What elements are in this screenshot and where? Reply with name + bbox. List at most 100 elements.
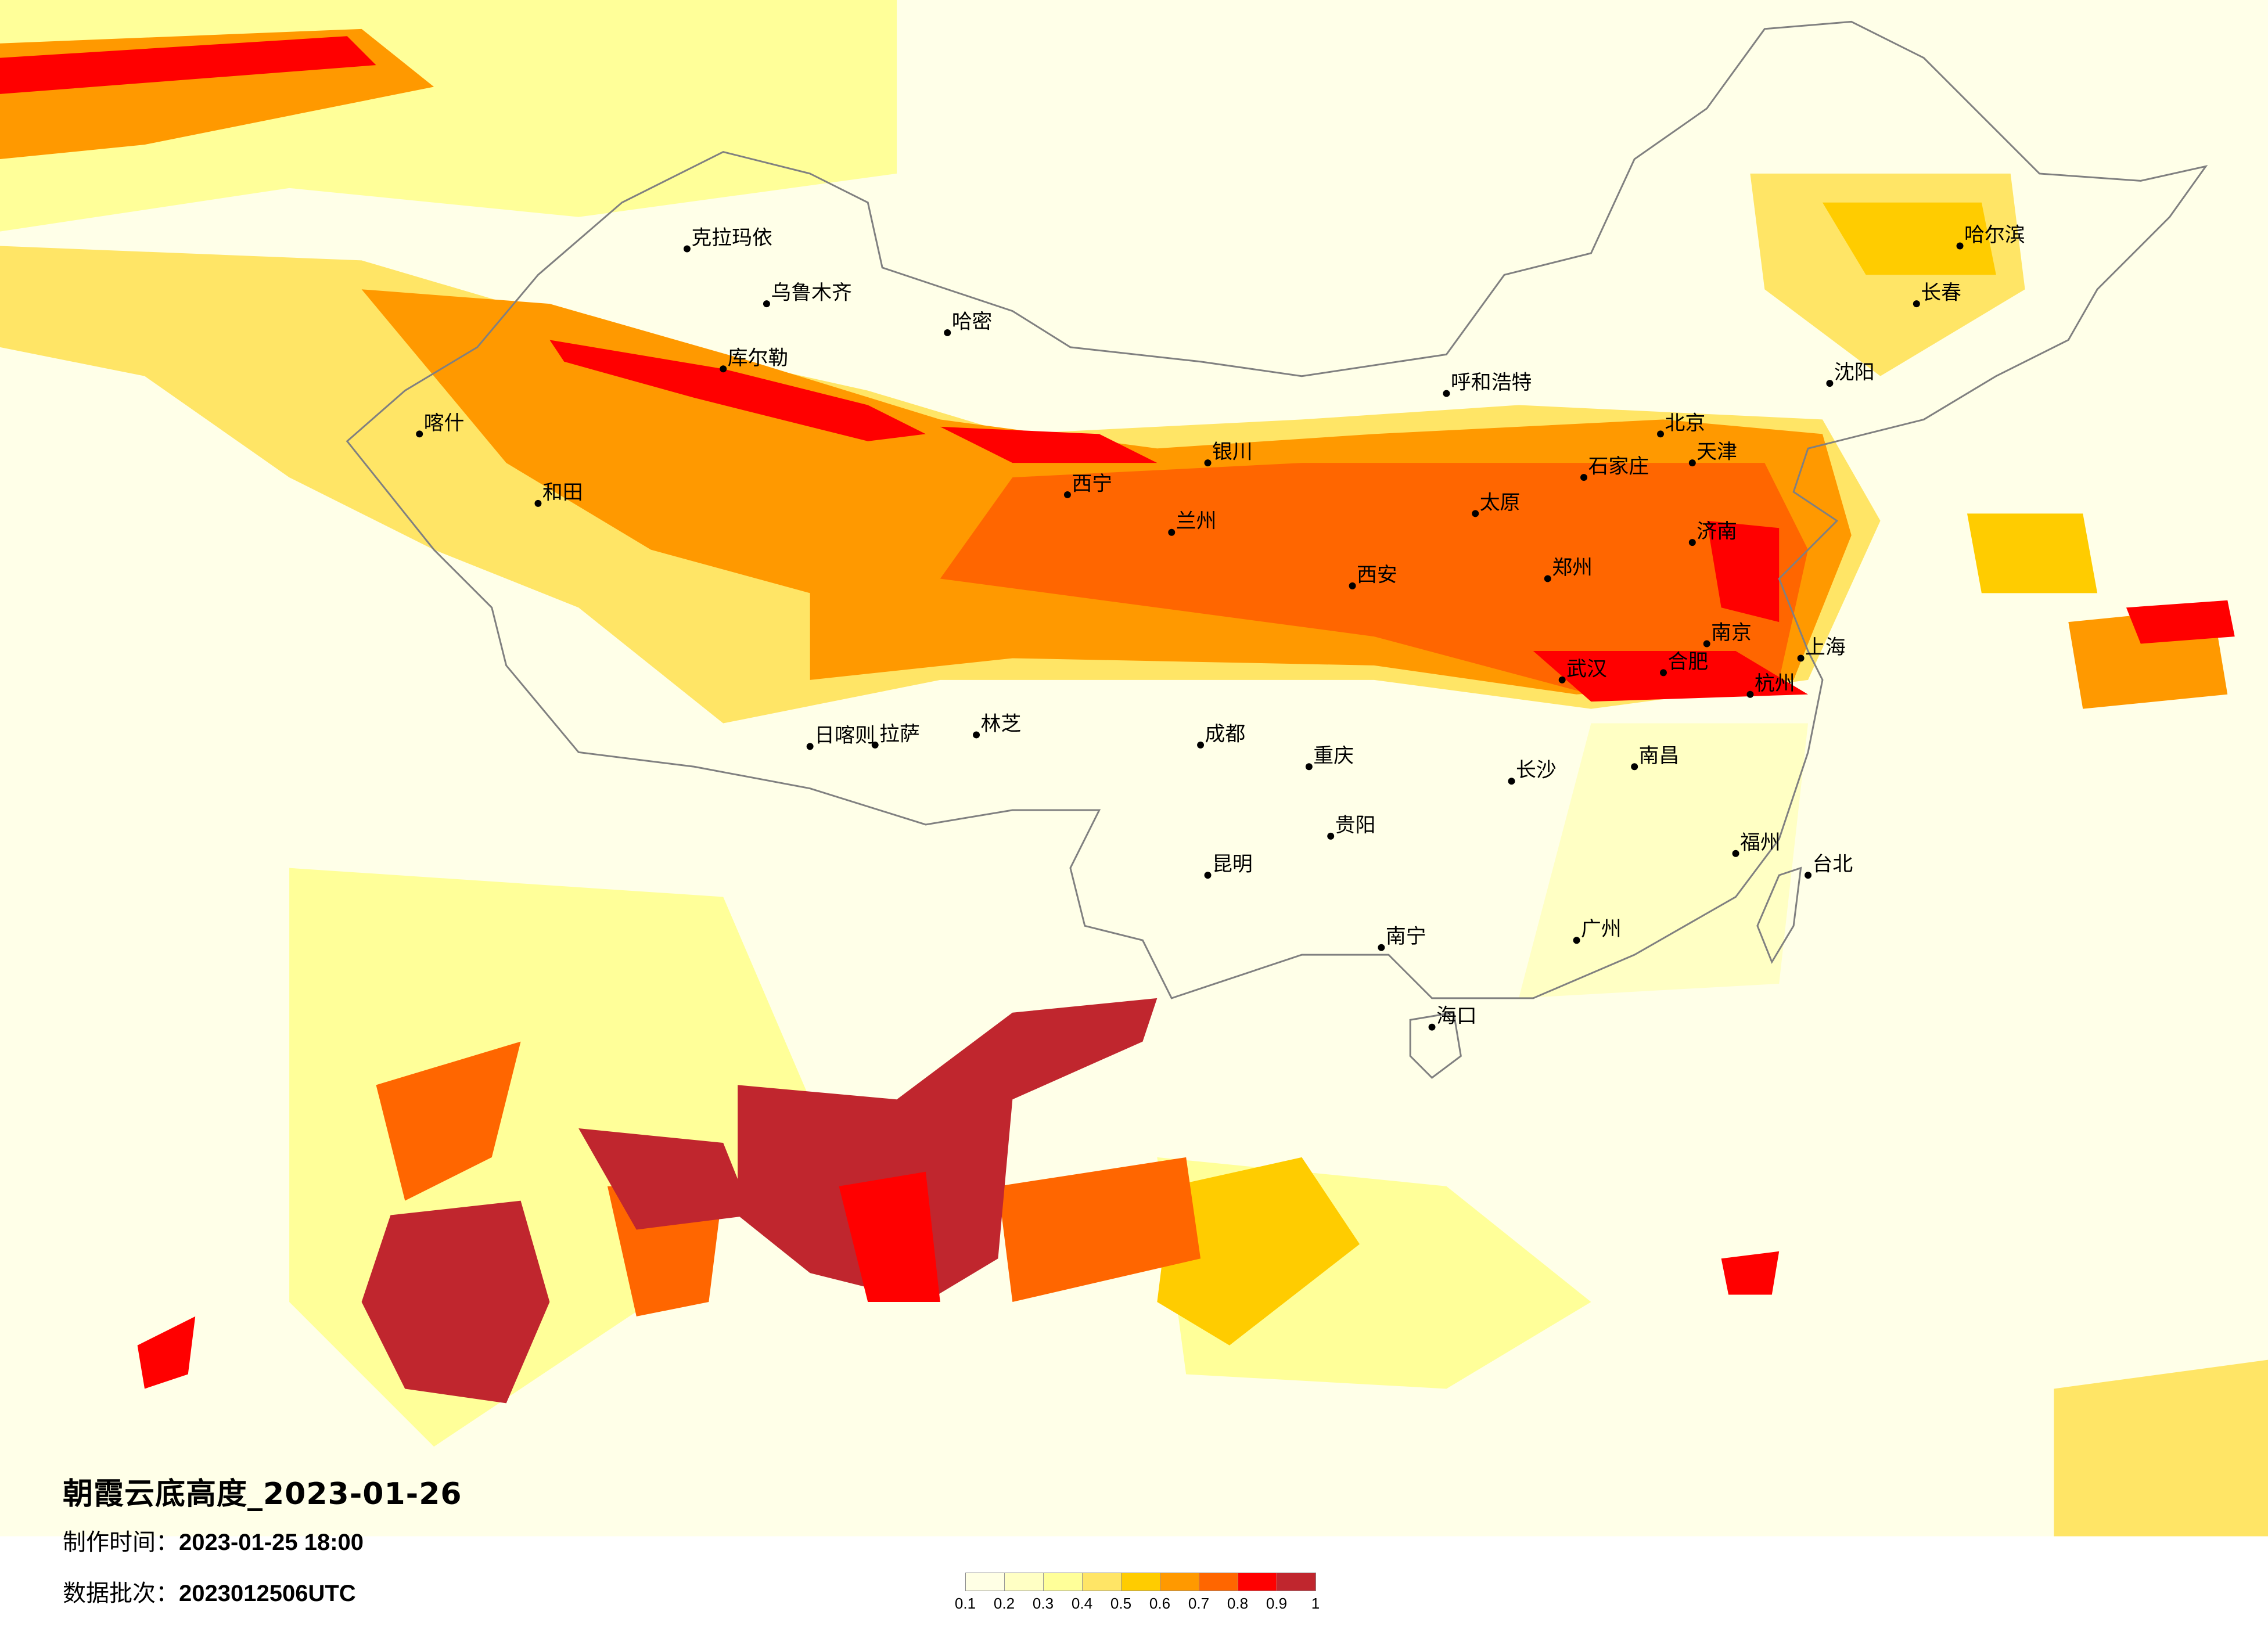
city-marker: 贵阳 [1327, 814, 1376, 840]
city-marker: 库尔勒 [720, 347, 788, 373]
probability-region [738, 998, 1158, 1302]
legend-swatch [1199, 1573, 1238, 1591]
city-dot [1472, 510, 1479, 517]
city-marker: 海口 [1428, 1005, 1477, 1031]
city-label: 郑州 [1552, 556, 1593, 580]
city-label: 长沙 [1516, 759, 1557, 782]
probability-region [1706, 520, 1780, 623]
city-marker: 福州 [1732, 831, 1781, 857]
city-dot [1688, 539, 1696, 546]
city-dot [944, 329, 951, 336]
city-marker: 南昌 [1631, 744, 1679, 771]
city-dot [1746, 690, 1754, 698]
legend-label: 0.6 [1149, 1595, 1171, 1612]
city-label: 林芝 [981, 713, 1022, 736]
probability-region [2126, 600, 2235, 644]
color-legend: 0.1 0.2 0.3 0.4 0.5 0.6 0.7 0.8 0.9 1 [955, 1573, 1320, 1618]
probability-region [2054, 1359, 2268, 1537]
city-marker: 济南 [1688, 520, 1737, 546]
city-dot [1204, 872, 1212, 879]
legend-label: 0.8 [1227, 1595, 1249, 1612]
legend-label: 0.2 [993, 1595, 1015, 1612]
legend-swatch [1122, 1573, 1160, 1591]
legend-swatch [1083, 1573, 1122, 1591]
probability-region [1721, 1251, 1780, 1295]
city-label: 杭州 [1755, 672, 1795, 695]
city-marker: 克拉玛依 [683, 226, 772, 253]
legend-label: 1 [1311, 1595, 1320, 1612]
legend-swatch [1238, 1573, 1277, 1591]
legend-color-bar [965, 1573, 1316, 1591]
probability-region [549, 340, 926, 441]
city-marker: 上海 [1797, 636, 1846, 662]
city-label: 海口 [1436, 1005, 1477, 1028]
probability-region [940, 463, 1809, 695]
legend-swatch [1005, 1573, 1044, 1591]
city-label: 西安 [1357, 563, 1397, 587]
legend-label: 0.7 [1188, 1595, 1210, 1612]
city-label: 天津 [1696, 441, 1737, 464]
city-dot [973, 731, 980, 739]
city-label: 喀什 [424, 412, 465, 435]
legend-label: 0.9 [1266, 1595, 1288, 1612]
legend-label: 0.1 [954, 1595, 976, 1612]
city-dot [1631, 763, 1638, 771]
city-label: 克拉玛依 [691, 226, 772, 250]
city-dot [1558, 676, 1566, 684]
city-label: 和田 [542, 481, 583, 504]
city-marker: 武汉 [1558, 657, 1607, 684]
city-marker: 成都 [1197, 722, 1245, 749]
legend-swatch [966, 1573, 1005, 1591]
probability-region [361, 1200, 550, 1404]
city-marker: 重庆 [1305, 744, 1354, 771]
city-marker: 乌鲁木齐 [763, 282, 852, 308]
city-dot [1508, 778, 1515, 785]
taiwan-boundary [1756, 866, 1802, 964]
city-dot [1443, 390, 1450, 397]
city-dot [720, 365, 727, 373]
city-marker: 西宁 [1063, 472, 1112, 498]
city-marker: 长沙 [1508, 759, 1557, 785]
map-title: 朝霞云底高度_2023-01-26 [63, 1477, 462, 1512]
city-marker: 台北 [1805, 853, 1853, 879]
production-time: 制作时间：2023-01-25 18:00 [63, 1523, 462, 1557]
probability-region [1533, 650, 1809, 702]
city-dot [1580, 474, 1588, 481]
city-marker: 兰州 [1168, 510, 1216, 536]
city-marker: 天津 [1688, 441, 1737, 467]
city-dot [1349, 582, 1356, 589]
city-label: 长春 [1921, 282, 1961, 305]
city-marker: 长春 [1913, 282, 1961, 308]
city-label: 南京 [1711, 621, 1752, 645]
city-dot [1688, 459, 1696, 467]
city-dot [1660, 669, 1667, 677]
city-label: 北京 [1665, 412, 1705, 435]
city-label: 银川 [1212, 441, 1253, 464]
city-label: 太原 [1480, 491, 1521, 515]
city-dot [1956, 242, 1964, 250]
batch-value: 2023012506UTC [179, 1581, 356, 1606]
legend-label: 0.3 [1032, 1595, 1054, 1612]
probability-region [1157, 1157, 1360, 1346]
city-dot [1168, 528, 1176, 536]
city-dot [1703, 640, 1710, 647]
legend-labels: 0.1 0.2 0.3 0.4 0.5 0.6 0.7 0.8 0.9 1 [955, 1595, 1320, 1618]
city-label: 哈密 [952, 310, 993, 333]
city-marker: 喀什 [416, 412, 465, 438]
china-boundary [346, 20, 2208, 999]
city-dot [1805, 872, 1812, 879]
city-marker: 太原 [1472, 491, 1520, 517]
city-dot [1797, 654, 1805, 662]
city-dot [1327, 832, 1335, 840]
city-label: 贵阳 [1335, 814, 1376, 837]
city-label: 台北 [1813, 853, 1853, 876]
city-label: 福州 [1740, 831, 1781, 854]
probability-region [137, 1316, 196, 1389]
city-marker: 合肥 [1660, 650, 1708, 677]
city-dot [871, 741, 879, 749]
city-label: 拉萨 [879, 722, 920, 746]
city-dot [1378, 944, 1385, 951]
city-dot [1428, 1023, 1436, 1031]
